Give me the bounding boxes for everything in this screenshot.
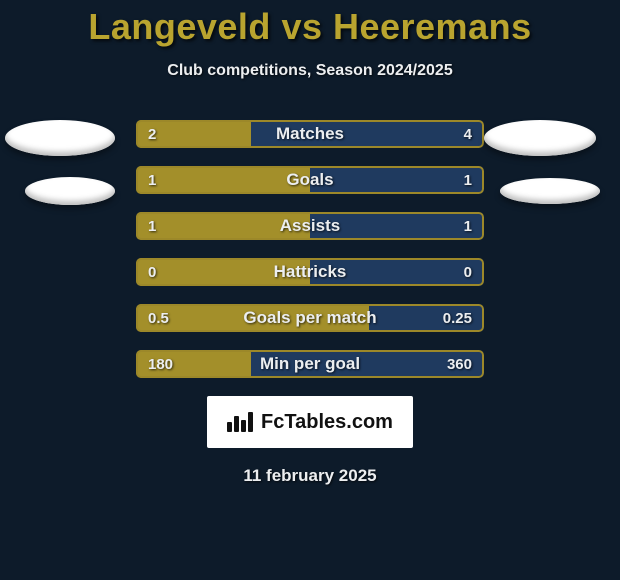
stat-value-left: 1 <box>148 166 156 194</box>
stat-value-right: 0 <box>464 258 472 286</box>
branding-text: FcTables.com <box>261 411 393 434</box>
stat-row: Matches2 4 <box>136 120 484 148</box>
stat-value-left: 180 <box>148 350 173 378</box>
stat-value-right: 4 <box>464 120 472 148</box>
right-avatar <box>484 120 596 156</box>
stat-value-left: 2 <box>148 120 156 148</box>
stat-value-right: 360 <box>447 350 472 378</box>
title-right: Heeremans <box>333 6 532 47</box>
left-avatar <box>25 177 115 205</box>
stat-value-left: 0.5 <box>148 304 169 332</box>
bar-chart-icon <box>227 412 253 432</box>
branding-badge: FcTables.com <box>207 396 413 448</box>
stat-label: Assists <box>136 212 484 240</box>
stat-label: Goals per match <box>136 304 484 332</box>
stat-value-right: 1 <box>464 212 472 240</box>
stat-row: Hattricks0 0 <box>136 258 484 286</box>
stat-row: Goals per match0.5 0.25 <box>136 304 484 332</box>
stat-row: Assists1 1 <box>136 212 484 240</box>
title-left: Langeveld <box>88 6 271 47</box>
stat-label: Matches <box>136 120 484 148</box>
stat-label: Min per goal <box>136 350 484 378</box>
content: Langeveld vs Heeremans Club competitions… <box>0 0 620 580</box>
stat-label: Hattricks <box>136 258 484 286</box>
title-vs: vs <box>271 6 333 47</box>
stat-value-left: 1 <box>148 212 156 240</box>
stat-value-right: 1 <box>464 166 472 194</box>
stat-label: Goals <box>136 166 484 194</box>
subtitle: Club competitions, Season 2024/2025 <box>167 62 452 80</box>
stat-row: Min per goal180 360 <box>136 350 484 378</box>
left-avatar <box>5 120 115 156</box>
stat-value-right: 0.25 <box>443 304 472 332</box>
date-label: 11 february 2025 <box>243 466 376 486</box>
stat-row: Goals1 1 <box>136 166 484 194</box>
stats-bars: Matches24Goals11Assists11Hattricks00Goal… <box>136 120 484 378</box>
page-title: Langeveld vs Heeremans <box>88 6 531 48</box>
right-avatar <box>500 178 600 204</box>
stat-value-left: 0 <box>148 258 156 286</box>
